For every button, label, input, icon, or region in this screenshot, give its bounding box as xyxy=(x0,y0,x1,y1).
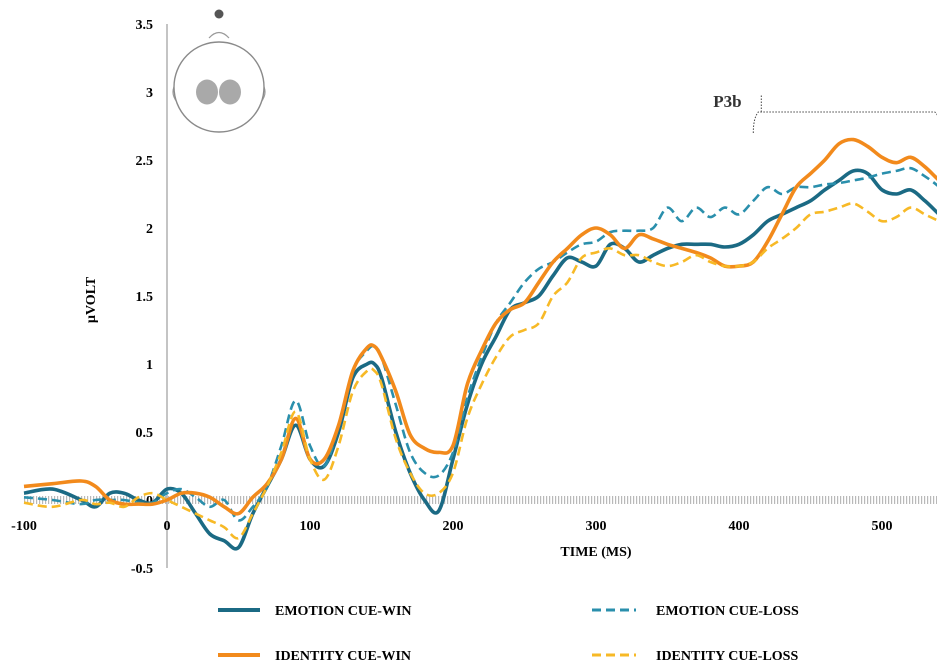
legend-label: IDENTITY CUE-LOSS xyxy=(656,649,798,664)
legend-item: IDENTITY CUE-LOSS xyxy=(592,649,798,664)
p3b-annotation: P3b xyxy=(713,92,937,134)
x-tick-label: -100 xyxy=(11,519,37,534)
y-tick-label: -0.5 xyxy=(131,562,153,577)
series-line-identity-cue-loss xyxy=(23,202,937,540)
electrode-marker-icon xyxy=(214,9,224,19)
x-tick-label: 0 xyxy=(164,519,171,534)
scalp-map-icon xyxy=(172,9,266,133)
legend-label: EMOTION CUE-LOSS xyxy=(656,604,799,619)
legend-label: EMOTION CUE-WIN xyxy=(275,604,412,619)
legend-item: IDENTITY CUE-WIN xyxy=(218,649,411,664)
zero-baseline xyxy=(24,496,937,504)
x-axis-ticks: -100 0 100 200 300 400 500 xyxy=(11,519,892,534)
y-tick-label: 2 xyxy=(146,222,153,237)
p3b-bracket xyxy=(752,94,937,134)
y-tick-label: 3.5 xyxy=(136,18,154,33)
head-outline-icon xyxy=(173,41,265,133)
legend: EMOTION CUE-WIN EMOTION CUE-LOSS IDENTIT… xyxy=(218,604,799,664)
y-tick-label: 1.5 xyxy=(136,290,154,305)
nose-icon xyxy=(208,31,230,39)
left-region-icon xyxy=(196,79,218,105)
x-tick-label: 300 xyxy=(586,519,607,534)
y-axis-title: µVOLT xyxy=(84,276,99,323)
p3b-label: P3b xyxy=(713,92,741,111)
y-tick-label: 0.5 xyxy=(136,426,154,441)
y-tick-label: 1 xyxy=(146,358,153,373)
x-tick-label: 400 xyxy=(729,519,750,534)
x-tick-label: 200 xyxy=(443,519,464,534)
x-tick-label: 100 xyxy=(300,519,321,534)
series-layer xyxy=(23,137,937,551)
x-axis-title: TIME (MS) xyxy=(560,545,632,560)
legend-label: IDENTITY CUE-WIN xyxy=(275,649,411,664)
series-line-identity-cue-win xyxy=(23,137,937,516)
legend-item: EMOTION CUE-LOSS xyxy=(592,604,799,619)
y-tick-label: 2.5 xyxy=(136,154,154,169)
y-tick-label: 3 xyxy=(146,86,153,101)
x-tick-label: 500 xyxy=(872,519,893,534)
series-line-emotion-cue-loss xyxy=(23,166,937,522)
series-line-emotion-cue-win xyxy=(23,168,937,551)
right-region-icon xyxy=(219,79,241,105)
legend-item: EMOTION CUE-WIN xyxy=(218,604,412,619)
